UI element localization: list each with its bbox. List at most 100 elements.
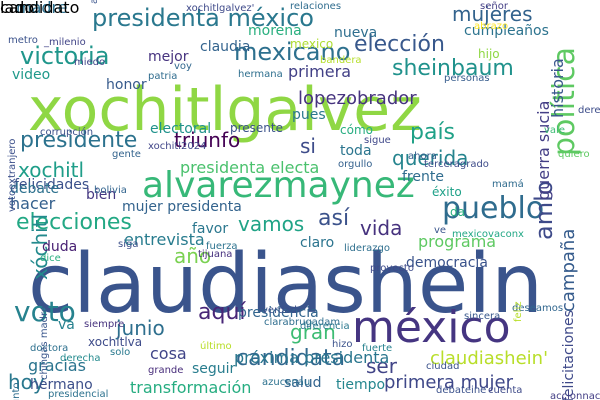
word: bien — [86, 187, 117, 203]
word: doctora — [30, 343, 69, 354]
word: candidato — [0, 0, 80, 17]
word: éxito — [432, 185, 462, 199]
word: quiero — [558, 149, 590, 160]
word: xochitl2024 — [148, 141, 207, 152]
word: gente — [112, 149, 141, 160]
word: seguir — [192, 361, 236, 377]
word: honor — [106, 77, 147, 93]
word: claudiashein' — [430, 348, 549, 369]
word: sheinbaum — [392, 56, 514, 81]
word: deseamos — [512, 303, 564, 314]
word: nueva — [334, 25, 378, 41]
word: pues — [292, 107, 326, 123]
word: programa — [418, 232, 497, 251]
word: mexicano — [234, 38, 351, 66]
word: chingas madre — [39, 305, 50, 380]
word: accionnacional — [550, 391, 600, 400]
word: presidente — [20, 128, 138, 153]
word: mexicovaconx — [452, 229, 524, 240]
word: debate — [10, 181, 60, 197]
word: felicitaciones — [561, 310, 577, 400]
word: morena — [248, 23, 302, 39]
word: presidencia — [238, 305, 319, 321]
word: tiempo — [336, 377, 386, 393]
word: junto — [11, 382, 22, 400]
word: victoria — [20, 42, 110, 70]
word: ahora — [408, 151, 437, 162]
word: claudiashein — [28, 237, 544, 332]
word: voy — [174, 61, 192, 72]
word: corrupción — [40, 127, 94, 138]
word: tijuana — [198, 249, 233, 260]
word: dice — [40, 253, 61, 264]
word: presidencial — [48, 389, 109, 400]
word: toda — [340, 143, 372, 159]
word: derecho — [578, 105, 600, 116]
word: así — [318, 206, 350, 231]
word: bandera — [320, 55, 362, 66]
word: relaciones — [290, 1, 342, 12]
word: mujer presidenta — [122, 199, 242, 215]
word: democracia — [406, 255, 488, 271]
word: vale — [544, 125, 565, 136]
word: campaña — [558, 228, 579, 312]
word: _milenio — [44, 37, 86, 48]
word: debateine — [436, 385, 487, 396]
word: hermana — [238, 69, 283, 80]
word: cumpleaños — [464, 23, 549, 39]
word: mejor — [148, 49, 189, 65]
word: hacer — [10, 194, 56, 213]
word: ve — [434, 225, 447, 236]
word: entrevista — [124, 230, 205, 249]
word: presente — [230, 121, 283, 135]
word: hizo — [332, 339, 353, 350]
word: lopezobrador — [298, 88, 417, 109]
word: mexico — [290, 37, 334, 51]
word: hoy — [8, 370, 45, 394]
word: elección — [354, 32, 445, 57]
word: vida — [360, 216, 403, 240]
word: feliz — [513, 301, 524, 322]
word: fuerte — [362, 343, 393, 354]
word: verdad — [262, 305, 297, 316]
word: felicidades — [14, 177, 90, 193]
word: ser — [366, 354, 397, 378]
word: cosa — [150, 344, 187, 363]
word: abrazo — [474, 21, 509, 32]
word: américa latina — [89, 0, 100, 4]
word: señor — [480, 1, 508, 12]
word: clarabrugadam — [264, 317, 341, 328]
word: video — [12, 67, 51, 83]
word: gracias — [28, 356, 86, 375]
word: liderazgo — [344, 243, 391, 254]
word: frente — [402, 169, 444, 185]
word: lado — [0, 0, 35, 17]
word: grande — [148, 365, 184, 376]
word: siempre — [84, 319, 125, 330]
word: derecha — [60, 353, 101, 364]
word: historia — [548, 58, 567, 118]
word: diferencia — [300, 321, 350, 332]
word: salud — [284, 375, 322, 391]
word: bolivia — [94, 185, 127, 196]
word: querida — [392, 146, 469, 170]
word: aquí — [198, 300, 246, 325]
word: junio — [116, 316, 165, 340]
word: transformación — [130, 378, 252, 397]
word: méxico — [352, 302, 511, 353]
word: da — [450, 205, 465, 219]
word: si — [300, 134, 316, 158]
word: metro — [8, 35, 38, 46]
word: mujeres — [452, 2, 533, 26]
word: hermano — [30, 377, 93, 393]
word: mamá — [492, 179, 524, 190]
word: presidenta electa — [180, 158, 320, 177]
word: pueblo — [442, 191, 545, 226]
word: va — [58, 317, 75, 333]
word: cuenta — [488, 385, 523, 396]
word: miedo — [74, 57, 106, 68]
word: solo — [110, 347, 131, 358]
word: país — [410, 120, 456, 145]
word: elecciones — [16, 210, 132, 235]
